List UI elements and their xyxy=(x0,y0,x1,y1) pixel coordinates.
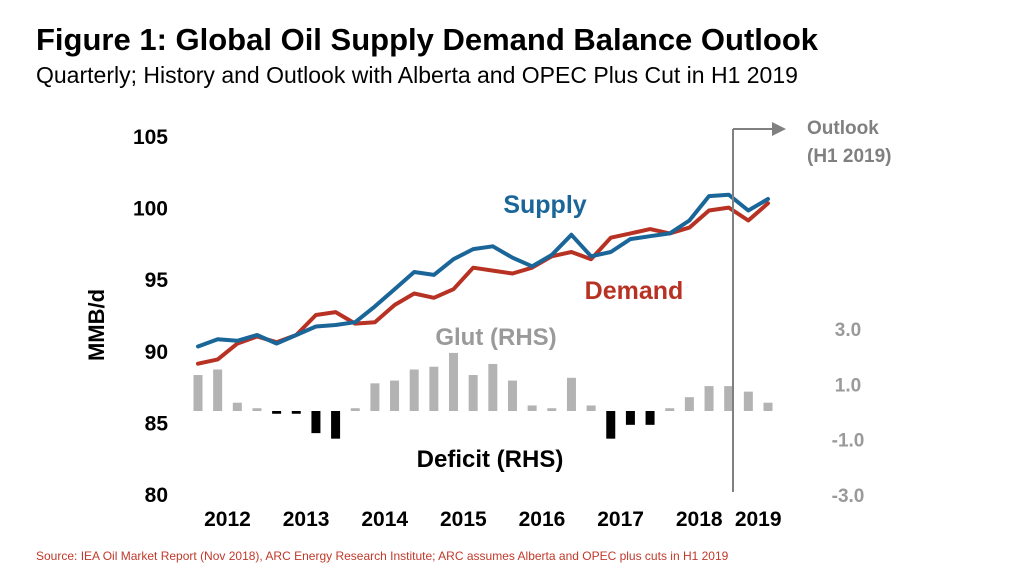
glut-bar xyxy=(507,380,517,411)
deficit-bar xyxy=(291,411,301,414)
glut-bar xyxy=(724,386,734,411)
y-tick-label: 85 xyxy=(145,412,169,435)
y2-tick-label: 1.0 xyxy=(835,375,861,396)
outlook-arrowhead-icon xyxy=(772,122,786,136)
source-note: Source: IEA Oil Market Report (Nov 2018)… xyxy=(36,549,729,563)
glut-bar xyxy=(586,405,596,411)
chart-subtitle: Quarterly; History and Outlook with Albe… xyxy=(36,62,798,88)
x-tick-label: 2016 xyxy=(519,508,566,531)
outlook-label-line2: (H1 2019) xyxy=(807,146,892,167)
chart-title: Figure 1: Global Oil Supply Demand Balan… xyxy=(36,22,819,57)
deficit-bar xyxy=(606,411,616,439)
deficit-bar xyxy=(311,411,321,434)
x-tick-label: 2012 xyxy=(204,508,251,531)
outlook-marker xyxy=(732,122,786,492)
glut-bar xyxy=(449,352,459,411)
glut-bar xyxy=(193,375,203,411)
glut-bar xyxy=(763,402,773,411)
x-tick-label: 2014 xyxy=(361,508,408,531)
deficit-bar xyxy=(625,411,635,425)
glut-bar xyxy=(252,408,262,411)
y-tick-label: 105 xyxy=(133,126,168,149)
x-tick-label: 2018 xyxy=(676,508,723,531)
glut-bar xyxy=(350,408,360,411)
x-tick-label: 2017 xyxy=(597,508,644,531)
demand-label: Demand xyxy=(585,277,684,305)
outlook-label-line1: Outlook xyxy=(807,118,879,139)
glut-bar xyxy=(665,408,675,411)
x-tick-label: 2015 xyxy=(440,508,487,531)
glut-bar xyxy=(684,397,694,411)
ylabel: MMB/d xyxy=(84,289,109,361)
glut-bar xyxy=(704,386,714,411)
glut-bar xyxy=(566,377,576,411)
glut-bar xyxy=(232,402,242,411)
glut-bar xyxy=(488,363,498,411)
glut-bar xyxy=(527,405,537,411)
y-tick-label: 90 xyxy=(145,341,168,364)
glut-bar xyxy=(547,408,557,411)
glut-bar xyxy=(468,375,478,411)
y2-tick-label: -1.0 xyxy=(832,431,865,452)
glut-bar xyxy=(409,369,419,411)
glut-bar xyxy=(390,380,400,411)
y-tick-label: 80 xyxy=(145,484,168,507)
y-tick-label: 95 xyxy=(145,269,169,292)
y2-tick-label: 3.0 xyxy=(835,320,861,341)
glut-label: Glut (RHS) xyxy=(435,324,556,351)
axes: 80 85 90 95 100 105 -3.0 -1.0 1.0 3.0 2012 2013 2014… xyxy=(133,126,864,531)
glut-bar xyxy=(213,369,223,411)
y2-tick-label: -3.0 xyxy=(832,486,865,507)
series-lines xyxy=(196,192,770,366)
glut-bar xyxy=(743,391,753,411)
x-tick-label: 2013 xyxy=(283,508,330,531)
x-tick-label: 2019 xyxy=(735,508,782,531)
deficit-label: Deficit (RHS) xyxy=(417,446,564,473)
glut-bar xyxy=(370,383,380,411)
supply-line xyxy=(196,192,770,349)
deficit-bar xyxy=(645,411,655,425)
deficit-bar xyxy=(331,411,341,439)
deficit-bar xyxy=(272,411,282,414)
y-tick-label: 100 xyxy=(133,198,168,221)
supply-label: Supply xyxy=(503,191,586,219)
balance-bars xyxy=(193,352,773,439)
glut-bar xyxy=(429,366,439,411)
